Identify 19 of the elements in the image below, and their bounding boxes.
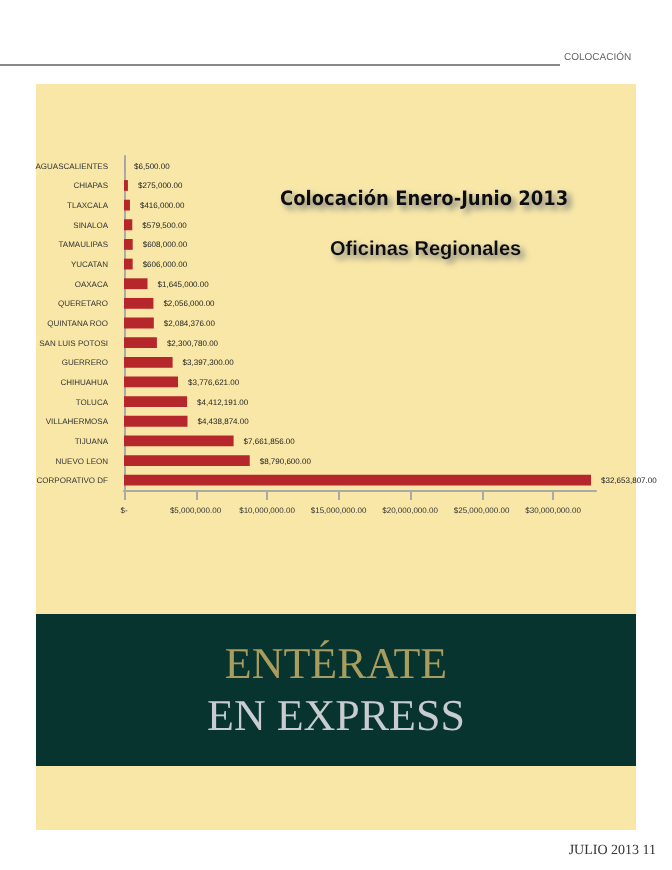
- bar: [124, 396, 188, 407]
- bar: [124, 455, 250, 466]
- bar: [124, 239, 133, 250]
- bar: [124, 297, 154, 309]
- text: Oficinas Regionales: [330, 239, 523, 261]
- text: EN EXPRESS: [205, 690, 467, 742]
- bar: [124, 278, 148, 290]
- bar: [124, 258, 133, 270]
- bar: [124, 356, 173, 368]
- text: Colocación Enero-Junio 2013: [280, 189, 569, 211]
- bar: [124, 415, 188, 427]
- bar: [124, 317, 154, 329]
- bar: [124, 474, 592, 486]
- bar: [124, 199, 130, 211]
- bar: [124, 376, 179, 388]
- text: ENTÉRATE: [222, 638, 450, 690]
- bar: [124, 435, 234, 447]
- bar: [124, 337, 157, 349]
- bar: [124, 219, 133, 231]
